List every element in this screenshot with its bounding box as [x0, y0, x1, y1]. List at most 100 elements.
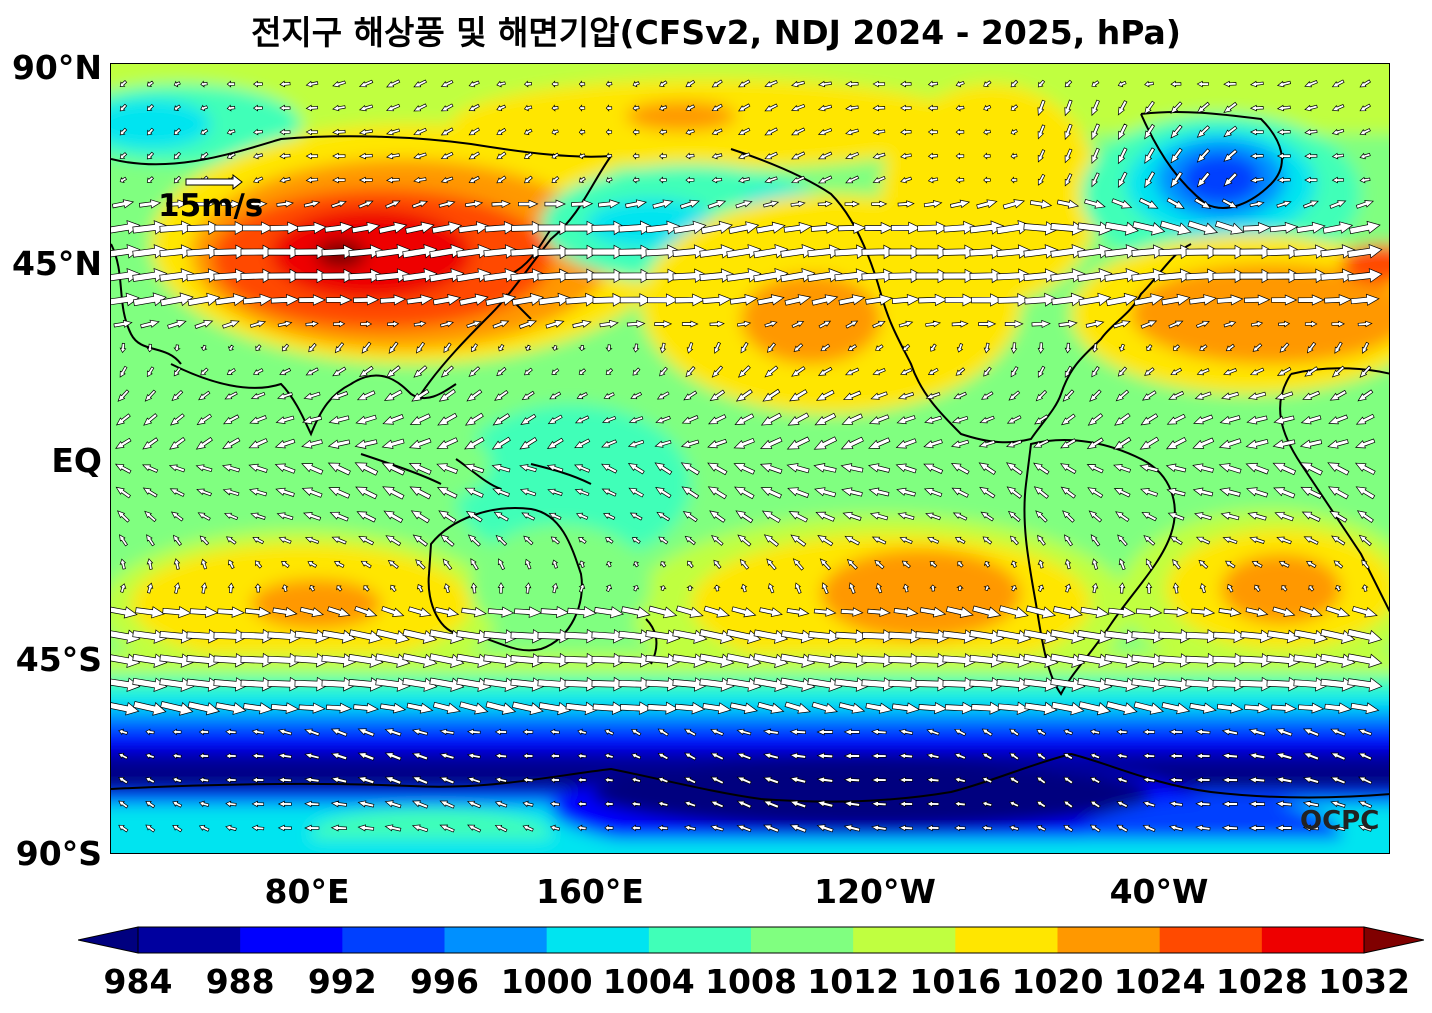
wind-vector — [685, 104, 696, 112]
wind-vector — [917, 221, 950, 235]
wind-vector — [307, 561, 318, 568]
wind-vector — [456, 677, 492, 693]
wind-vector — [955, 367, 966, 376]
wind-vector — [384, 728, 402, 737]
wind-vector — [1104, 677, 1140, 692]
wind-vector — [1170, 147, 1183, 164]
wind-vector — [927, 536, 940, 544]
wind-vector — [119, 558, 127, 570]
wind-vector — [1267, 629, 1301, 644]
wind-vector — [818, 320, 832, 329]
wind-vector — [1249, 152, 1264, 160]
wind-vector — [1037, 124, 1046, 140]
wind-vector — [146, 80, 154, 87]
wind-vector — [814, 487, 837, 498]
wind-vector — [1272, 439, 1296, 449]
wind-vector — [332, 80, 346, 88]
wind-vector — [1279, 342, 1290, 353]
wind-vector — [1009, 728, 1020, 737]
wind-vector — [275, 487, 295, 497]
wind-vector — [118, 728, 129, 736]
wind-vector — [278, 536, 292, 544]
wind-vector — [1144, 171, 1156, 189]
wind-vector — [1025, 605, 1056, 619]
wind-vector — [119, 152, 128, 159]
wind-vector — [923, 439, 943, 449]
wind-vector — [1198, 559, 1209, 569]
wind-vector — [680, 462, 700, 476]
wind-vector — [740, 341, 749, 354]
wind-vector — [348, 629, 383, 644]
wind-vector — [383, 389, 403, 401]
wind-vector — [1187, 220, 1219, 235]
colorbar-tick-label: 1012 — [807, 962, 900, 1001]
wind-vector — [578, 152, 586, 160]
wind-vector — [949, 199, 971, 209]
map-canvas — [111, 64, 1389, 853]
wind-vector — [551, 582, 559, 594]
wind-vector — [1347, 268, 1383, 283]
wind-vector — [871, 752, 887, 760]
wind-vector — [632, 367, 641, 376]
wind-vector — [545, 319, 565, 329]
wind-vector — [735, 389, 753, 402]
wind-vector — [169, 437, 186, 450]
wind-vector — [1144, 147, 1156, 165]
wind-vector — [1035, 389, 1048, 402]
reference-vector-label: 15m/s — [158, 188, 264, 224]
wind-vector — [198, 752, 209, 760]
wind-vector — [1087, 487, 1104, 499]
wind-vector — [1219, 487, 1241, 497]
wind-vector — [576, 392, 588, 400]
wind-vector — [198, 728, 209, 736]
wind-vector — [1111, 198, 1133, 209]
wind-vector — [1331, 128, 1345, 136]
wind-vector — [519, 437, 538, 450]
wind-vector — [1195, 728, 1211, 736]
wind-vector — [494, 390, 509, 401]
wind-vector — [843, 824, 861, 832]
wind-vector — [632, 152, 640, 160]
colorbar-extend-low — [78, 926, 139, 954]
wind-vector — [252, 104, 263, 112]
wind-vector — [844, 200, 860, 208]
wind-vector — [708, 414, 727, 425]
wind-vector — [330, 752, 348, 761]
wind-vector — [173, 367, 182, 377]
wind-vector — [1302, 200, 1319, 209]
wind-vector — [1304, 176, 1318, 184]
wind-vector — [1246, 415, 1268, 425]
wind-vector — [605, 537, 614, 544]
wind-vector — [1064, 365, 1073, 378]
wind-vector — [1050, 221, 1086, 236]
wind-vector — [576, 512, 589, 520]
wind-vector — [1104, 653, 1140, 668]
pressure-field — [111, 64, 1389, 853]
wind-vector — [111, 677, 141, 692]
wind-vector — [333, 560, 345, 568]
wind-vector — [1118, 582, 1126, 594]
wind-vector — [415, 559, 426, 570]
wind-vector — [225, 728, 237, 736]
wind-vector — [764, 151, 778, 160]
wind-vector — [1010, 366, 1019, 378]
wind-vector — [1308, 585, 1315, 592]
wind-vector — [591, 628, 627, 644]
wind-vector — [1245, 462, 1269, 475]
wind-vector — [438, 200, 456, 208]
wind-vector — [1327, 462, 1350, 476]
wind-vector — [971, 701, 1003, 715]
wind-vector — [272, 606, 298, 618]
wind-vector — [709, 389, 726, 402]
wind-vector — [684, 752, 697, 761]
wind-vector — [1196, 125, 1210, 138]
wind-vector — [1036, 752, 1047, 761]
wind-vector — [929, 584, 937, 592]
wind-vector — [868, 437, 891, 449]
wind-vector — [699, 653, 735, 669]
wind-vector — [978, 462, 997, 475]
wind-vector — [522, 800, 534, 808]
colorbar-bin — [444, 927, 548, 953]
wind-vector — [1248, 824, 1265, 832]
colorbar-bin — [1057, 927, 1161, 953]
